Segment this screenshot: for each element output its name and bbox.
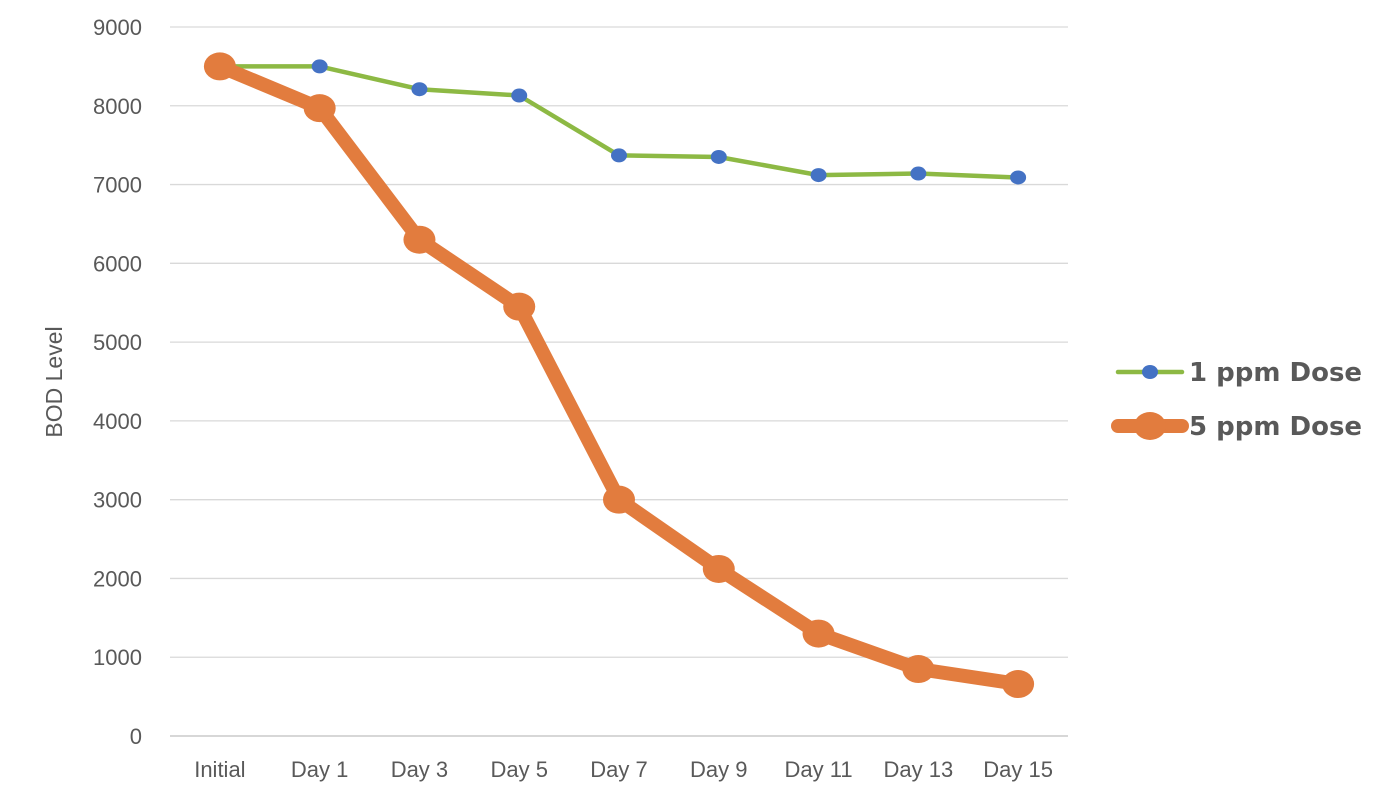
x-axis-tick-labels: Initial Day 1 Day 3 Day 5 Day 7 Day 9 Day 11 Da…	[194, 757, 1053, 782]
y-axis-tick-labels: 0 1000 2000 3000 4000 5000 6000 7000 8000 9000	[93, 15, 142, 749]
x-tick-label: Day 15	[983, 757, 1053, 782]
x-tick-label: Day 5	[490, 757, 547, 782]
data-point	[403, 225, 436, 254]
legend-marker-swatch	[1134, 412, 1166, 440]
data-point	[1002, 670, 1035, 699]
y-axis-title: BOD Level	[41, 326, 67, 437]
data-point	[603, 485, 635, 514]
data-point	[303, 94, 336, 123]
data-point	[511, 88, 528, 103]
data-point	[1010, 170, 1027, 185]
y-tick-label: 7000	[93, 173, 142, 198]
y-tick-label: 8000	[93, 94, 142, 119]
gridlines	[170, 26, 1068, 737]
y-tick-label: 3000	[93, 488, 142, 513]
legend-entry: 5 ppm Dose	[1111, 412, 1362, 442]
series-group	[203, 52, 1035, 699]
x-tick-label: Day 13	[883, 757, 953, 782]
legend-label: 1 ppm Dose	[1189, 358, 1362, 388]
y-tick-label: 5000	[93, 330, 142, 355]
data-point	[311, 59, 328, 74]
legend-label: 5 ppm Dose	[1189, 412, 1362, 442]
x-tick-label: Initial	[194, 757, 245, 782]
legend: 1 ppm Dose 5 ppm Dose	[1111, 358, 1362, 442]
data-point	[810, 168, 827, 183]
y-tick-label: 0	[130, 724, 142, 749]
data-point	[611, 148, 627, 163]
data-point	[802, 619, 835, 648]
y-tick-label: 9000	[93, 15, 142, 40]
legend-entry: 1 ppm Dose	[1115, 358, 1362, 388]
y-tick-label: 4000	[93, 409, 142, 434]
data-point	[702, 554, 735, 583]
data-point	[203, 52, 236, 81]
x-tick-label: Day 11	[785, 757, 853, 782]
data-point	[411, 82, 428, 97]
x-tick-label: Day 9	[690, 757, 747, 782]
y-tick-label: 1000	[93, 645, 142, 670]
x-tick-label: Day 1	[291, 757, 348, 782]
y-tick-label: 2000	[93, 566, 142, 591]
legend-marker-swatch	[1142, 365, 1158, 379]
series-2	[203, 52, 1035, 699]
data-point	[902, 655, 935, 684]
data-point	[710, 149, 727, 164]
x-tick-label: Day 3	[391, 757, 448, 782]
x-tick-label: Day 7	[590, 757, 647, 782]
y-tick-label: 6000	[93, 251, 142, 276]
data-point	[503, 292, 536, 321]
data-point	[910, 166, 927, 181]
